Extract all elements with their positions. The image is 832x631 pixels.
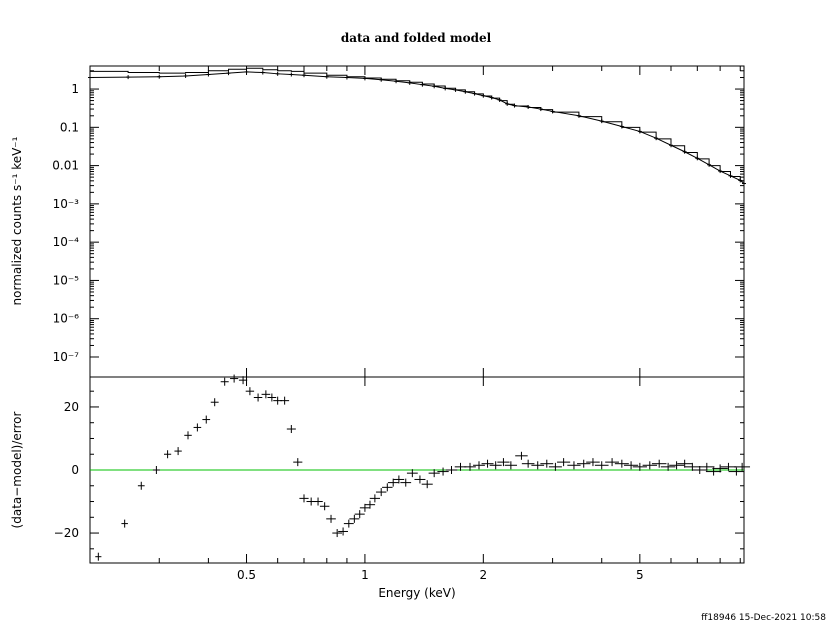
- top-panel: 1 0.1 0.01 10⁻³ 10⁻⁴ 10⁻⁵ 10⁻⁶ 10⁻⁷: [52, 65, 746, 378]
- bottom-ytick-label: −20: [54, 526, 79, 540]
- bottom-y-axis-label: (data−model)/error: [10, 411, 24, 528]
- footer-stamp: ff18946 15-Dec-2021 10:58: [701, 613, 826, 623]
- bottom-panel: 20 0 −20 0.5 1 2 5: [54, 66, 751, 582]
- bottom-ytick-label: 20: [64, 400, 79, 414]
- top-ytick-label: 10⁻³: [53, 197, 80, 211]
- bottom-xtick-label: 5: [636, 568, 644, 582]
- residual-points: [90, 374, 751, 561]
- bottom-ticks: 20 0 −20 0.5 1 2 5: [54, 66, 744, 582]
- top-data-series: [88, 67, 746, 186]
- bottom-xtick-label: 1: [361, 568, 369, 582]
- chart-title: data and folded model: [341, 31, 492, 45]
- bottom-xtick-label: 2: [480, 568, 488, 582]
- top-ytick-label: 1: [71, 82, 79, 96]
- top-ytick-label: 0.1: [60, 120, 79, 134]
- top-ytick-label: 10⁻⁵: [53, 273, 80, 287]
- top-ytick-label: 10⁻⁶: [53, 312, 80, 326]
- x-axis-label: Energy (keV): [378, 586, 455, 600]
- top-ytick-label: 10⁻⁴: [53, 235, 80, 249]
- top-y-ticks: 1 0.1 0.01 10⁻³ 10⁻⁴ 10⁻⁵ 10⁻⁶ 10⁻⁷: [52, 65, 744, 377]
- top-ytick-label: 10⁻⁷: [53, 350, 80, 364]
- top-panel-frame: [89, 65, 745, 378]
- model-step-line: [90, 67, 745, 184]
- bottom-xtick-label: 0.5: [237, 568, 256, 582]
- data-line: [89, 71, 745, 184]
- top-ytick-label: 0.01: [52, 159, 79, 173]
- bottom-ytick-label: 0: [71, 463, 79, 477]
- top-y-axis-label: normalized counts s⁻¹ keV⁻¹: [10, 136, 24, 305]
